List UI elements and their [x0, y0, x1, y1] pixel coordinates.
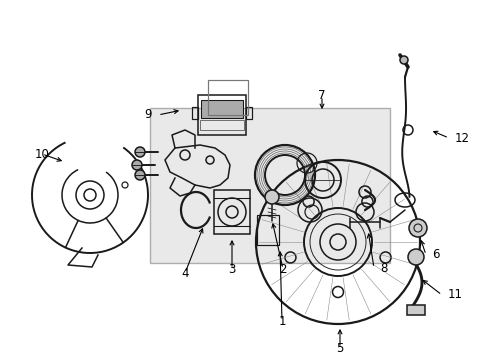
Circle shape: [135, 147, 145, 157]
Circle shape: [399, 56, 407, 64]
Circle shape: [132, 160, 142, 170]
Text: 5: 5: [336, 342, 343, 355]
Bar: [198, 95, 245, 135]
Circle shape: [407, 249, 423, 265]
Bar: [257, 215, 279, 245]
Text: 9: 9: [144, 108, 152, 122]
Circle shape: [264, 190, 279, 204]
Text: 2: 2: [279, 263, 286, 276]
Bar: [150, 108, 389, 263]
Bar: [201, 100, 243, 118]
Text: 10: 10: [35, 148, 49, 161]
Circle shape: [408, 219, 426, 237]
Text: 1: 1: [278, 315, 285, 328]
Bar: [207, 80, 247, 115]
Text: 6: 6: [431, 248, 439, 261]
Text: 4: 4: [181, 267, 188, 280]
Text: 3: 3: [228, 263, 235, 276]
Text: 11: 11: [447, 288, 462, 302]
Text: 12: 12: [454, 131, 469, 144]
Bar: [200, 120, 244, 130]
Circle shape: [135, 170, 145, 180]
Text: 8: 8: [379, 261, 386, 274]
Bar: [192, 107, 198, 119]
Bar: [406, 305, 424, 315]
Text: 7: 7: [318, 89, 325, 102]
Bar: [245, 107, 251, 119]
Bar: [214, 190, 249, 234]
